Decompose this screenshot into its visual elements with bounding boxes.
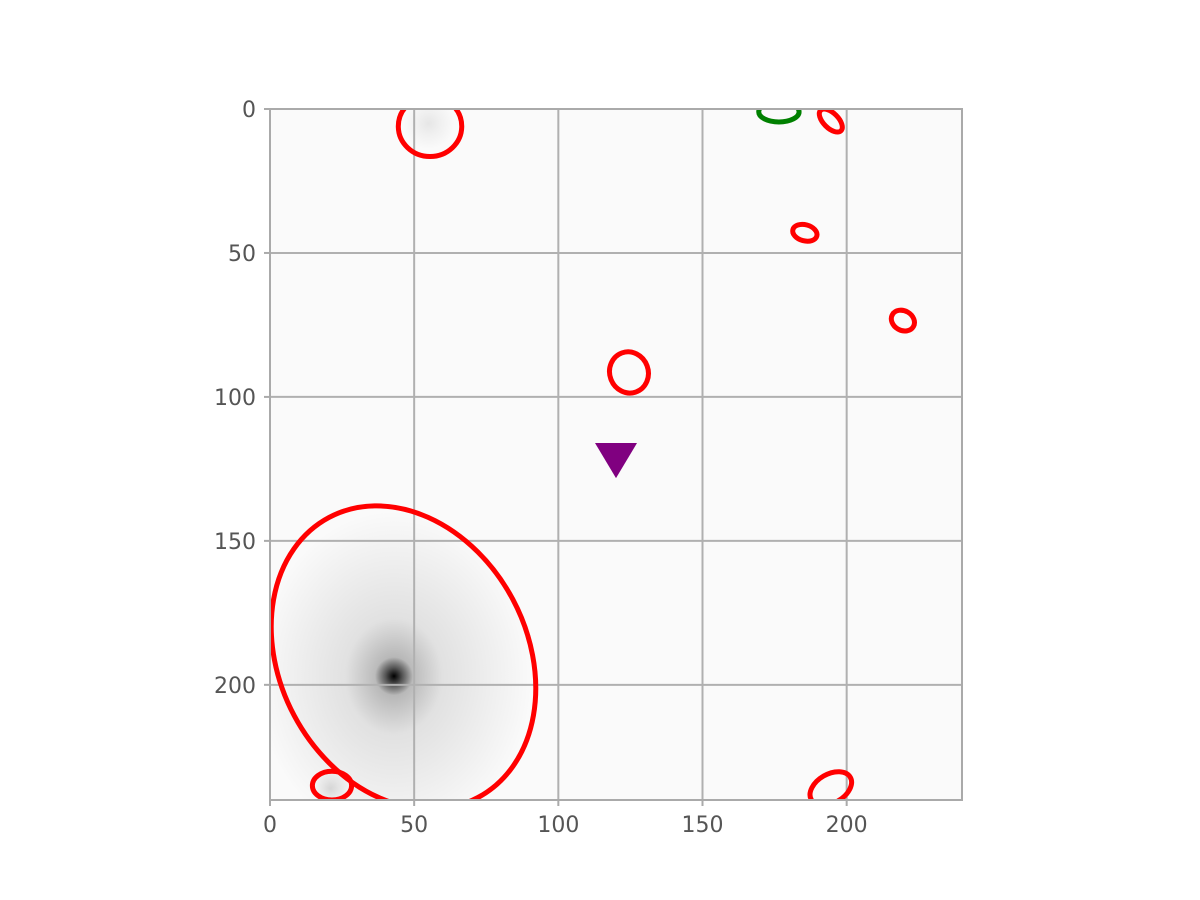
aperture-ellipse — [816, 109, 845, 135]
aperture-ellipse — [756, 109, 802, 125]
y-tick-label: 200 — [214, 674, 256, 699]
x-tick-label: 100 — [537, 813, 579, 838]
y-tick-label: 0 — [242, 98, 256, 123]
image-source — [374, 657, 414, 696]
plot-frame — [269, 108, 963, 801]
x-tick-label: 0 — [263, 813, 277, 838]
y-axis-ticks: 0 50 100 150 200 — [214, 98, 270, 699]
aperture-ellipse — [888, 307, 917, 334]
aperture-ellipse — [607, 349, 651, 396]
aperture-ellipse — [395, 109, 465, 159]
triangle-marker — [595, 443, 637, 479]
y-tick-label: 50 — [228, 242, 256, 267]
y-tick-label: 150 — [214, 530, 256, 555]
source-halo — [270, 510, 533, 800]
x-tick-label: 150 — [682, 813, 724, 838]
x-tick-label: 200 — [826, 813, 868, 838]
image-source — [402, 109, 455, 150]
aperture-ellipse — [790, 221, 820, 244]
aperture-ellipses — [270, 109, 917, 800]
y-tick-label: 100 — [214, 386, 256, 411]
x-axis-ticks: 0 50 100 150 200 — [263, 800, 868, 838]
aperture-ellipse — [309, 768, 355, 800]
x-tick-label: 50 — [400, 813, 428, 838]
image-layer — [270, 109, 533, 800]
image-source — [313, 771, 348, 800]
aperture-ellipse — [270, 503, 539, 800]
markers — [595, 443, 637, 479]
